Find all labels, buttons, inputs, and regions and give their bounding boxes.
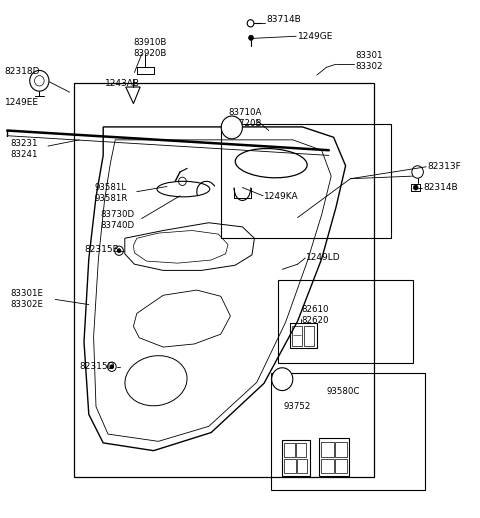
Text: 1249LD: 1249LD bbox=[306, 253, 341, 263]
Bar bbox=[284, 443, 295, 457]
Bar bbox=[278, 280, 413, 363]
Text: 93752: 93752 bbox=[283, 402, 311, 411]
Text: 82315B: 82315B bbox=[84, 245, 119, 254]
Bar bbox=[335, 442, 347, 457]
Text: 1249KA: 1249KA bbox=[264, 192, 299, 202]
Text: 1243AB: 1243AB bbox=[105, 79, 140, 89]
Circle shape bbox=[249, 35, 253, 40]
Text: 82315D: 82315D bbox=[79, 362, 115, 371]
Bar bbox=[292, 326, 302, 346]
Text: 82610
82620: 82610 82620 bbox=[301, 305, 329, 325]
Text: 83301
83302: 83301 83302 bbox=[355, 51, 383, 71]
Text: 93580C: 93580C bbox=[326, 386, 360, 396]
Circle shape bbox=[110, 365, 114, 369]
Bar bbox=[74, 83, 374, 477]
Bar bbox=[321, 459, 334, 473]
Bar bbox=[335, 459, 347, 473]
Text: 83301E
83302E: 83301E 83302E bbox=[11, 290, 44, 309]
Text: 83730D
83740D: 83730D 83740D bbox=[101, 210, 135, 230]
Bar bbox=[221, 124, 391, 238]
Bar bbox=[284, 459, 296, 473]
Text: 82318D: 82318D bbox=[5, 67, 40, 76]
Text: 1249EE: 1249EE bbox=[5, 98, 39, 107]
Text: 83231
83241: 83231 83241 bbox=[11, 139, 38, 159]
Circle shape bbox=[272, 368, 293, 391]
Bar bbox=[304, 326, 314, 346]
Text: 83714B: 83714B bbox=[266, 15, 301, 24]
Text: 93581L
93581R: 93581L 93581R bbox=[95, 183, 128, 203]
Text: 82314B: 82314B bbox=[423, 183, 458, 192]
Bar bbox=[271, 373, 425, 490]
Bar bbox=[297, 459, 307, 473]
Circle shape bbox=[117, 249, 121, 253]
Text: 83710A
83720B: 83710A 83720B bbox=[228, 108, 262, 128]
Bar bbox=[282, 440, 310, 476]
Circle shape bbox=[413, 185, 418, 190]
Circle shape bbox=[221, 116, 242, 139]
Text: 82313F: 82313F bbox=[427, 162, 461, 171]
Bar bbox=[296, 443, 306, 457]
Text: 1249GE: 1249GE bbox=[298, 32, 333, 41]
Text: a: a bbox=[279, 375, 285, 384]
Bar bbox=[290, 323, 317, 348]
Bar bbox=[411, 184, 420, 191]
Bar bbox=[321, 442, 334, 457]
Text: 83910B
83920B: 83910B 83920B bbox=[133, 38, 167, 57]
Text: a: a bbox=[229, 123, 235, 132]
Bar bbox=[319, 438, 349, 476]
